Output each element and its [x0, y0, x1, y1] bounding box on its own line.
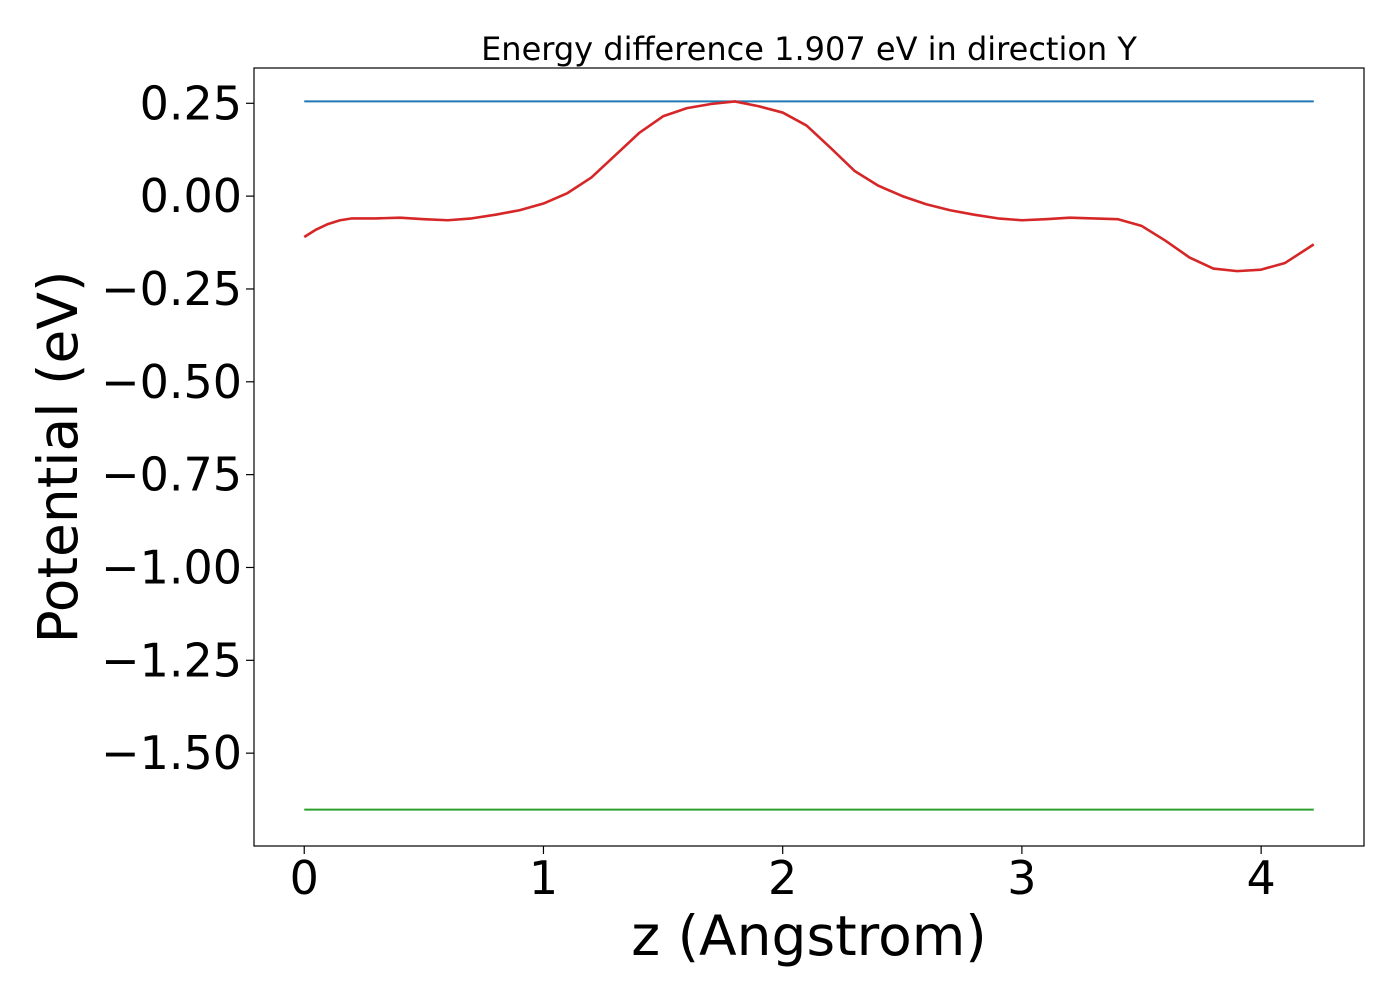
x-tick-label: 3 — [1007, 851, 1036, 905]
y-tick-label: −0.75 — [101, 448, 242, 502]
x-tick-label: 0 — [290, 851, 319, 905]
chart-title: Energy difference 1.907 eV in direction … — [481, 30, 1137, 68]
x-tick-label: 1 — [529, 851, 558, 905]
plot-frame — [253, 67, 1365, 847]
x-axis: 0 1 2 3 4 — [290, 846, 1276, 905]
series-line-3 — [303, 100, 1315, 273]
series-group — [303, 100, 1315, 811]
y-tick-label: −0.25 — [101, 262, 242, 316]
x-tick-label: 4 — [1246, 851, 1275, 905]
x-tick-label: 2 — [768, 851, 797, 905]
y-tick-label: 0.00 — [140, 169, 242, 223]
y-tick-label: −1.25 — [101, 633, 242, 687]
y-tick-label: −0.50 — [101, 355, 242, 409]
plot-area — [253, 67, 1365, 847]
x-axis-label: z (Angstrom) — [631, 904, 987, 968]
y-tick-label: −1.50 — [101, 726, 242, 780]
y-axis-label: Potential (eV) — [26, 271, 90, 644]
y-axis: 0.25 0.00 −0.25 −0.50 −0.75 −1.00 −1.25 −1.50 — [101, 76, 254, 780]
y-tick-label: −1.00 — [101, 540, 242, 594]
y-tick-label: 0.25 — [140, 76, 242, 130]
